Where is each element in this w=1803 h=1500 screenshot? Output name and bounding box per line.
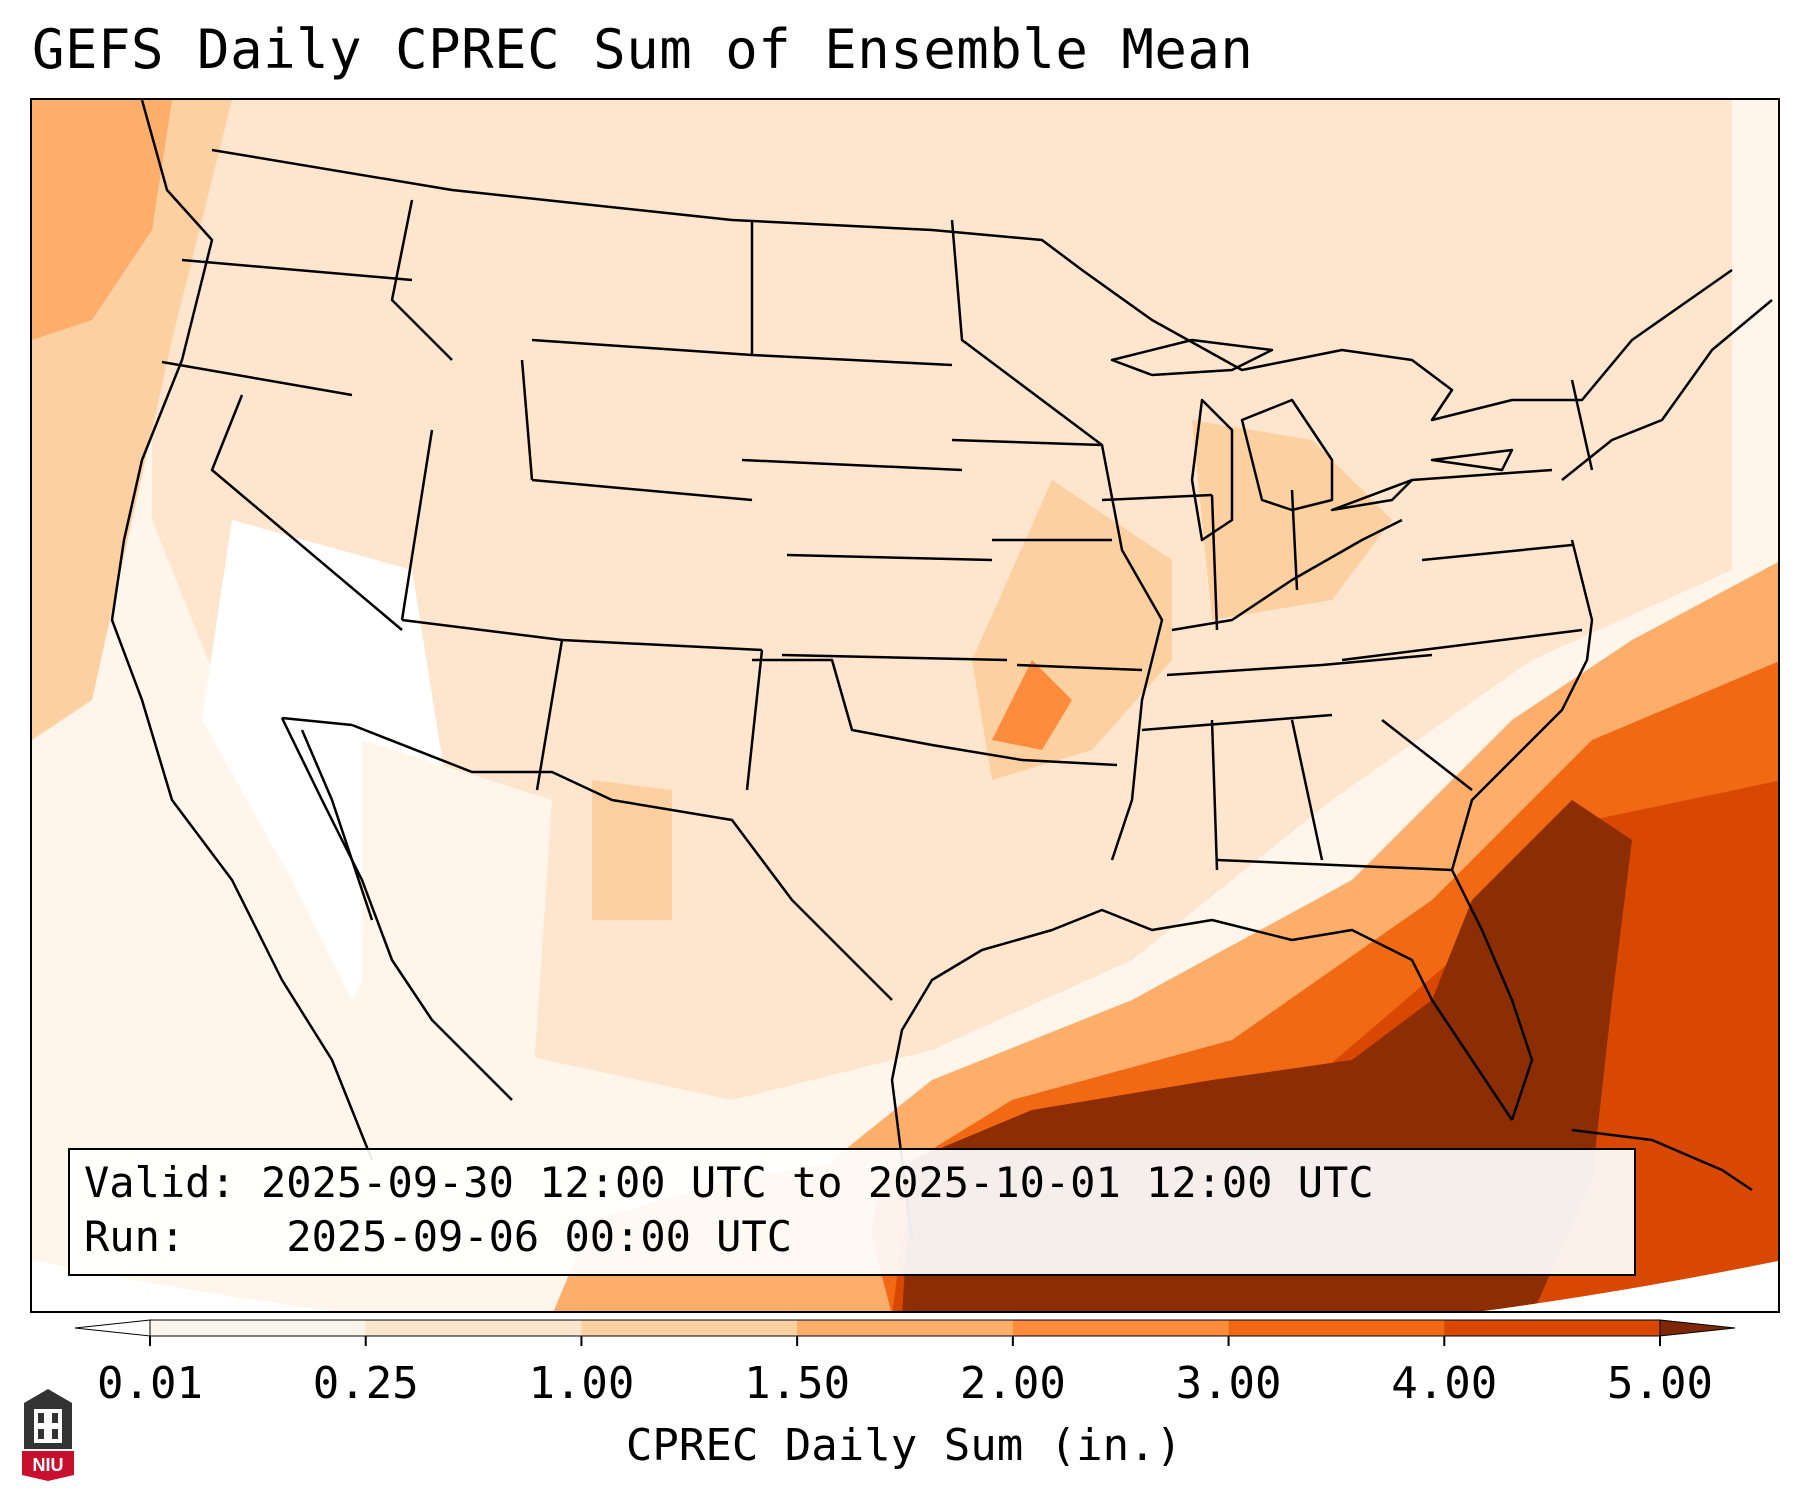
lake-superior bbox=[1110, 338, 1274, 377]
run-time: 2025-09-06 00:00 UTC bbox=[286, 1212, 793, 1261]
colorbar-label: CPREC Daily Sum (in.) bbox=[625, 1420, 1183, 1471]
valid-run-info-box: Valid: 2025-09-30 12:00 UTC to 2025-10-0… bbox=[68, 1148, 1636, 1276]
michigan-lower bbox=[1240, 398, 1334, 512]
run-label: Run: bbox=[84, 1212, 186, 1261]
midwest-core bbox=[992, 660, 1072, 750]
boundary-ks-ok bbox=[781, 653, 1008, 662]
boundary-pa-ny bbox=[1411, 468, 1553, 482]
boundary-nc-va bbox=[1341, 628, 1583, 662]
colorbar-tick-label: 0.01 bbox=[97, 1358, 203, 1409]
svg-text:NIU: NIU bbox=[33, 1455, 64, 1475]
boundary-ms-al bbox=[1210, 719, 1219, 871]
boundary-mx-us bbox=[351, 723, 893, 1001]
boundary-sd-ne bbox=[741, 458, 963, 472]
boundary-ok-tx bbox=[752, 658, 1023, 762]
precip-field bbox=[32, 100, 1778, 1311]
boundary-ca-mx bbox=[281, 716, 353, 727]
boundary-il-in bbox=[1210, 494, 1219, 631]
boundary-mo-ar bbox=[1016, 663, 1143, 672]
coastline-gulf bbox=[890, 908, 1514, 1241]
colorbar-outline bbox=[149, 1319, 1661, 1337]
colorbar-segment bbox=[365, 1320, 582, 1336]
boundary-ky-tn bbox=[1166, 653, 1433, 677]
coastline-mexico-pacific bbox=[280, 717, 513, 1101]
valid-time-range: 2025-09-30 12:00 UTC to 2025-10-01 12:00… bbox=[261, 1158, 1374, 1207]
boundary-tn-al bbox=[1141, 713, 1333, 732]
us-canada-border bbox=[211, 148, 1733, 422]
colorbar-under-extension bbox=[74, 1319, 151, 1337]
colorbar bbox=[74, 1319, 1736, 1346]
page-title: GEFS Daily CPREC Sum of Ensemble Mean bbox=[32, 18, 1254, 81]
boundary-ne-coast bbox=[1561, 299, 1773, 481]
boundary-pa-md bbox=[1421, 543, 1573, 562]
coastline-west bbox=[110, 100, 374, 1161]
colorbar-tick-label: 1.50 bbox=[744, 1358, 851, 1409]
valid-label: Valid: bbox=[84, 1158, 236, 1207]
boundary-az-nm bbox=[535, 639, 564, 791]
colorbar-segment bbox=[1444, 1320, 1661, 1336]
boundary-wa-or bbox=[181, 258, 413, 282]
boundary-ut-az bbox=[401, 618, 563, 642]
boundary-mn-ia bbox=[951, 438, 1103, 447]
atlantic-far-band bbox=[1632, 860, 1778, 1200]
boundary-or-ca bbox=[161, 360, 353, 397]
boundary-ga-sc bbox=[1381, 719, 1473, 791]
boundary-al-ga bbox=[1290, 719, 1324, 861]
colorbar-tick-label: 2.00 bbox=[959, 1358, 1066, 1409]
boundary-nd-sd bbox=[751, 353, 953, 367]
map-panel bbox=[30, 98, 1780, 1313]
boundary-ar-la bbox=[1021, 758, 1118, 767]
pacific-nw-core bbox=[32, 100, 172, 340]
boundary-ca-nv bbox=[210, 394, 403, 631]
colorbar-tick-label: 5.00 bbox=[1607, 1358, 1713, 1409]
colorbar-segment bbox=[1228, 1320, 1445, 1336]
lake-erie bbox=[1330, 478, 1414, 512]
niu-logo-icon: NIU bbox=[22, 1389, 74, 1481]
boundary-ut-wy bbox=[520, 359, 534, 481]
boundary-mississippi bbox=[950, 219, 1164, 861]
boundary-ohio-river bbox=[1171, 518, 1403, 632]
colorbar-segment bbox=[581, 1320, 798, 1336]
boundary-nm-tx bbox=[745, 649, 764, 791]
baja-peninsula bbox=[300, 729, 374, 921]
boundary-wy-mt bbox=[531, 338, 753, 357]
colorbar-tick-label: 4.00 bbox=[1391, 1358, 1498, 1409]
colorbar-segment bbox=[150, 1320, 367, 1336]
boundary-ga-fl bbox=[1216, 858, 1453, 872]
southwest-band bbox=[592, 780, 672, 920]
lake-ontario bbox=[1430, 448, 1514, 472]
lake-michigan bbox=[1190, 398, 1234, 542]
boundary-nv-ut bbox=[400, 429, 434, 621]
colorbar-segment bbox=[1012, 1320, 1230, 1336]
boundary-ne-ks bbox=[786, 553, 993, 562]
boundary-in-oh bbox=[1290, 489, 1299, 591]
west-dry-area-2 bbox=[362, 740, 552, 1160]
boundary-wy-co bbox=[531, 478, 753, 502]
boundary-ny-vt bbox=[1570, 379, 1594, 471]
cuba-outline bbox=[1571, 1128, 1753, 1192]
boundary-id-mt bbox=[390, 199, 453, 361]
colorbar-tick-label: 0.25 bbox=[312, 1358, 419, 1409]
boundary-co-nm bbox=[561, 638, 763, 652]
colorbar-tick-label: 3.00 bbox=[1175, 1358, 1282, 1409]
colorbar-over-extension bbox=[1659, 1319, 1736, 1337]
great-lakes-band bbox=[1192, 420, 1392, 620]
colorbar-segment bbox=[797, 1320, 1014, 1336]
precip-map bbox=[32, 100, 1778, 1311]
colorbar-tick-label: 1.00 bbox=[528, 1358, 635, 1409]
state-boundaries bbox=[110, 100, 1773, 1241]
coastline-east bbox=[1450, 539, 1594, 1121]
